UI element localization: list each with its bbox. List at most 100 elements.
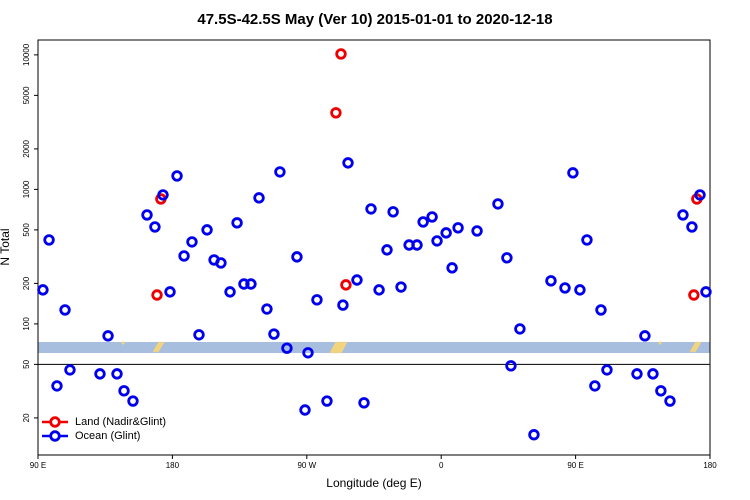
point <box>505 360 517 372</box>
y-tick-label: 20 <box>22 413 31 422</box>
point <box>395 281 407 293</box>
point <box>127 395 139 407</box>
point <box>111 368 123 380</box>
point <box>164 286 176 298</box>
point <box>411 239 423 251</box>
x-tick-label: 0 <box>439 461 444 470</box>
legend-label: Ocean (Glint) <box>75 430 140 442</box>
point <box>639 330 651 342</box>
y-tick-label: 500 <box>22 223 31 237</box>
point <box>178 250 190 262</box>
point <box>431 235 443 247</box>
chart-title: 47.5S-42.5S May (Ver 10) 2015-01-01 to 2… <box>197 11 552 28</box>
x-tick-label: 180 <box>166 461 180 470</box>
point <box>335 48 347 60</box>
x-axis-label: Longitude (deg E) <box>326 476 421 490</box>
point <box>59 304 71 316</box>
point <box>700 286 712 298</box>
point <box>337 299 349 311</box>
y-tick-label: 2000 <box>22 139 31 157</box>
point <box>655 385 667 397</box>
point <box>215 257 227 269</box>
point <box>574 284 586 296</box>
y-axis-label: N Total <box>0 228 12 265</box>
point <box>631 368 643 380</box>
point <box>193 329 205 341</box>
point <box>94 368 106 380</box>
point <box>694 189 706 201</box>
point <box>387 206 399 218</box>
point <box>373 284 385 296</box>
point <box>688 289 700 301</box>
point <box>37 284 49 296</box>
point <box>342 157 354 169</box>
x-tick-label: 90 E <box>30 461 46 470</box>
x-tick-label: 90 W <box>297 461 316 470</box>
point <box>567 167 579 179</box>
legend-marker <box>49 416 61 428</box>
x-tick-label: 180 <box>703 461 717 470</box>
y-tick-label: 5000 <box>22 86 31 104</box>
point <box>446 262 458 274</box>
y-tick-label: 200 <box>22 276 31 290</box>
point <box>545 275 557 287</box>
point <box>647 368 659 380</box>
point <box>201 224 213 236</box>
point <box>664 395 676 407</box>
point <box>118 385 130 397</box>
point <box>224 286 236 298</box>
y-tick-label: 50 <box>22 359 31 368</box>
point <box>64 364 76 376</box>
point <box>102 330 114 342</box>
point <box>151 289 163 301</box>
band <box>38 341 710 354</box>
point <box>351 274 363 286</box>
point <box>291 251 303 263</box>
point <box>321 395 333 407</box>
point <box>595 304 607 316</box>
y-tick-label: 1000 <box>22 180 31 198</box>
y-tick-label: 10000 <box>22 43 31 66</box>
plot-frame <box>37 39 711 456</box>
point <box>51 380 63 392</box>
point <box>581 234 593 246</box>
point <box>471 225 483 237</box>
point <box>417 216 429 228</box>
point <box>492 198 504 210</box>
band-fill <box>38 342 710 353</box>
point <box>358 397 370 409</box>
point <box>157 189 169 201</box>
point <box>452 222 464 234</box>
point <box>302 347 314 359</box>
legend-label: Land (Nadir&Glint) <box>75 416 166 428</box>
x-tick-label: 90 E <box>567 461 583 470</box>
point <box>268 328 280 340</box>
point <box>340 279 352 291</box>
point <box>589 380 601 392</box>
point <box>186 236 198 248</box>
point <box>43 234 55 246</box>
point <box>299 404 311 416</box>
point <box>365 203 377 215</box>
point <box>311 294 323 306</box>
point <box>677 209 689 221</box>
point <box>261 303 273 315</box>
point <box>253 192 265 204</box>
band-hatch <box>121 341 702 354</box>
point <box>528 429 540 441</box>
y-tick-label: 100 <box>22 317 31 331</box>
legend-marker <box>49 430 61 442</box>
point <box>245 278 257 290</box>
point <box>141 209 153 221</box>
point <box>238 278 250 290</box>
point <box>149 221 161 233</box>
point <box>330 107 342 119</box>
point <box>559 282 571 294</box>
point <box>514 323 526 335</box>
point <box>281 342 293 354</box>
point <box>381 244 393 256</box>
point <box>501 252 513 264</box>
point <box>601 364 613 376</box>
